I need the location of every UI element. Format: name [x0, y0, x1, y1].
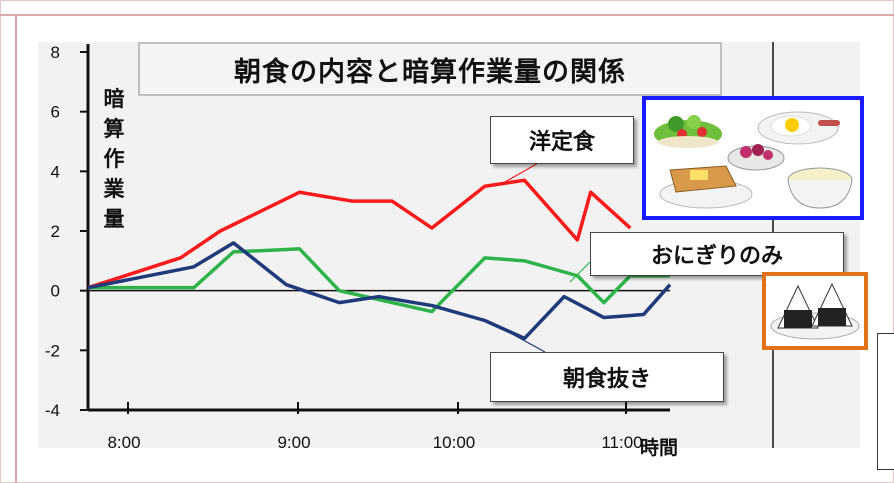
x-tick-label: 9:00: [277, 433, 310, 452]
y-axis-label-char: 暗: [103, 87, 125, 111]
callout-skip: 朝食抜き: [490, 352, 724, 402]
x-axis-label: 時間: [640, 437, 679, 459]
x-tick-label: 10:00: [433, 433, 476, 452]
y-tick-label: 0: [51, 282, 60, 301]
y-tick-label: 2: [51, 222, 60, 241]
y-axis-label-char: 作: [103, 147, 125, 171]
western-breakfast-illustration: [654, 111, 853, 209]
western-breakfast-image: [642, 96, 864, 220]
x-tick-label: 8:00: [107, 433, 140, 452]
y-axis-label: 暗算作業量: [97, 84, 131, 234]
series-line-2: [88, 247, 670, 314]
callout-western: 洋定食: [490, 116, 634, 164]
slide-left-border: [15, 14, 17, 483]
onigiri-plate-illustration: [770, 282, 860, 340]
y-axis-label-char: 量: [103, 207, 125, 231]
slide-top-border: [0, 14, 894, 16]
x-tick-label: 11:00: [601, 433, 642, 452]
chart-title: 朝食の内容と暗算作業量の関係: [138, 42, 722, 96]
y-axis-label-char: 算: [103, 117, 125, 141]
series-line-3: [87, 241, 672, 341]
y-tick-label: 8: [51, 43, 60, 62]
callout-onigiri: おにぎりのみ: [590, 232, 844, 276]
leader-western: [504, 161, 541, 183]
y-axis-label-char: 業: [103, 177, 125, 201]
side-box: [877, 333, 894, 470]
series-line-1: [87, 178, 632, 290]
y-tick-label: 4: [51, 162, 60, 181]
y-tick-label: -2: [45, 341, 60, 360]
leader-onigiri: [569, 261, 591, 283]
leader-skip: [504, 329, 546, 353]
onigiri-image: [762, 272, 868, 350]
y-tick-label: 6: [51, 103, 60, 122]
y-tick-label: -4: [45, 401, 60, 420]
